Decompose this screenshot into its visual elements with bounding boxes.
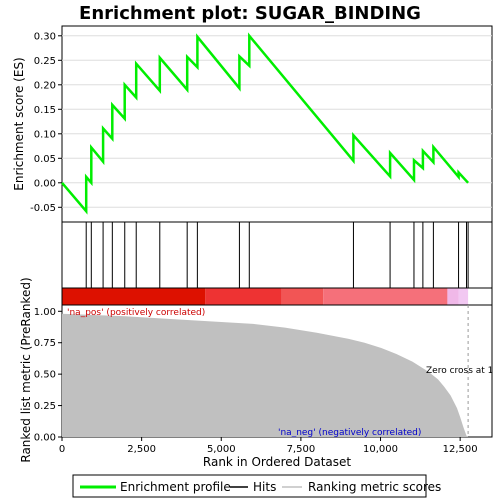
es-ytick-label: 0.05 [34,154,56,165]
x-tick-label: 5,000 [207,444,236,455]
metric-ytick-label: 0.50 [34,370,56,381]
legend-label-enrichment: Enrichment profile [120,480,231,494]
es-ylabel: Enrichment score (ES) [12,57,26,190]
es-ytick-label: 0.10 [34,129,56,140]
legend-label-hits: Hits [253,480,276,494]
pos-label: 'na_pos' (positively correlated) [67,308,205,318]
x-tick-label: 12,500 [443,444,478,455]
metric-panel: Zero cross at 1 'na_pos' (positively cor… [19,277,493,469]
es-ytick-label: 0.15 [34,105,56,116]
x-tick-label: 0 [59,444,65,455]
legend: Enrichment profile Hits Ranking metric s… [72,474,441,498]
es-panel: -0.05 0.00 0.05 0.10 0.15 0.20 0.25 0.30 Enrich… [12,25,493,223]
x-tick-label: 2,500 [127,444,156,455]
neg-label: 'na_neg' (negatively correlated) [278,428,421,438]
rank-color-bar [61,287,493,306]
chart-title: Enrichment plot: SUGAR_BINDING [79,3,421,24]
hits-panel [61,221,493,289]
es-ytick-label: -0.05 [30,203,56,214]
legend-box [72,474,427,498]
color-bar-segment [281,288,324,305]
color-bar-segment [323,288,448,305]
es-ytick-label: 0.20 [34,80,56,91]
metric-area [62,313,469,437]
color-bar-segment [205,288,282,305]
metric-ytick-label: 0.00 [34,433,56,444]
x-tick-label: 7,500 [287,444,316,455]
es-ytick-label: 0.00 [34,178,56,189]
zero-cross-label: Zero cross at 1 [426,366,493,376]
hits-frame [61,221,493,289]
x-axis-label: Rank in Ordered Dataset [203,455,351,469]
color-bar-segment [62,288,206,305]
metric-ytick-label: 1.00 [34,307,56,318]
legend-label-metric: Ranking metric scores [308,480,441,494]
es-ytick-label: 0.25 [34,56,56,67]
metric-ytick-label: 0.25 [34,401,56,412]
metric-ytick-label: 0.75 [34,338,56,349]
x-tick-label: 10,000 [363,444,398,455]
metric-ylabel: Ranked list metric (PreRanked) [19,277,33,462]
color-bar-segment [458,288,469,305]
es-plot-frame [61,25,493,223]
es-profile-line [61,32,470,215]
color-bar-segment [447,288,459,305]
es-ytick-label: 0.30 [34,31,56,42]
